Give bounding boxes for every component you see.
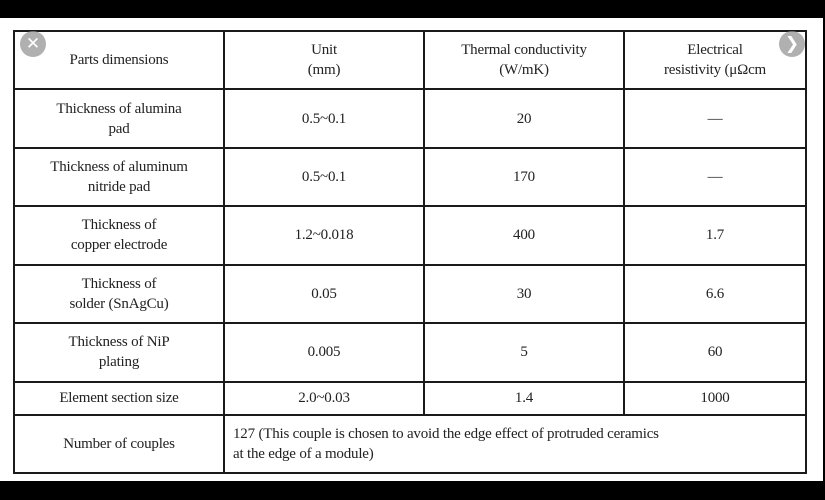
table-row-couples: Number of couples 127 (This couple is ch… xyxy=(13,413,807,475)
close-icon: ✕ xyxy=(25,34,41,54)
parameters-table: Parts dimensions Unit (mm) Thermal conduc… xyxy=(13,29,807,475)
unit-cell: 0.5~0.1 xyxy=(223,88,425,149)
conductivity-cell: 20 xyxy=(423,88,625,149)
chevron-right-icon: ❯ xyxy=(784,34,800,54)
resistivity-cell: — xyxy=(623,88,807,149)
unit-cell: 0.05 xyxy=(223,263,425,325)
unit-cell: 2.0~0.03 xyxy=(223,380,425,416)
row-label: Thickness of NiP plating xyxy=(13,322,225,383)
resistivity-cell: 6.6 xyxy=(623,263,807,325)
conductivity-cell: 30 xyxy=(423,263,625,325)
row-label: Thickness of alumina pad xyxy=(13,88,225,149)
row-label: Number of couples xyxy=(13,413,225,475)
resistivity-cell: 1000 xyxy=(623,380,807,416)
couples-note: 127 (This couple is chosen to avoid the … xyxy=(223,413,807,475)
row-label: Thickness of aluminum nitride pad xyxy=(13,146,225,208)
unit-cell: 0.5~0.1 xyxy=(223,146,425,208)
conductivity-cell: 400 xyxy=(423,205,625,266)
resistivity-cell: 60 xyxy=(623,322,807,383)
unit-cell: 0.005 xyxy=(223,322,425,383)
header-row: Parts dimensions Unit (mm) Thermal conduc… xyxy=(13,29,807,91)
resistivity-cell: — xyxy=(623,146,807,208)
next-button[interactable]: ❯ xyxy=(779,31,805,57)
header-electrical-resistivity: Electrical resistivity (μΩcm xyxy=(623,29,807,91)
header-label: Unit (mm) xyxy=(307,42,341,79)
table-row: Thickness of alumina pad 0.5~0.1 20 — xyxy=(13,88,807,149)
header-unit: Unit (mm) xyxy=(223,29,425,91)
unit-cell: 1.2~0.018 xyxy=(223,205,425,266)
table-row: Element section size 2.0~0.03 1.4 1000 xyxy=(13,380,807,416)
header-label: Electrical resistivity (μΩcm xyxy=(663,42,767,79)
table-row: Thickness of aluminum nitride pad 0.5~0.1… xyxy=(13,146,807,208)
image-sheet: Parts dimensions Unit (mm) Thermal conduc… xyxy=(0,18,823,481)
close-button[interactable]: ✕ xyxy=(20,31,46,57)
row-label: Element section size xyxy=(13,380,225,416)
header-label: Thermal conductivity (W/mK) xyxy=(461,42,587,79)
row-label: Thickness of copper electrode xyxy=(13,205,225,266)
table-row: Thickness of copper electrode 1.2~0.018 4… xyxy=(13,205,807,266)
table-row: Thickness of NiP plating 0.005 5 60 xyxy=(13,322,807,383)
header-parts-dimensions: Parts dimensions xyxy=(13,29,225,91)
table-row: Thickness of solder (SnAgCu) 0.05 30 6.6 xyxy=(13,263,807,325)
header-thermal-conductivity: Thermal conductivity (W/mK) xyxy=(423,29,625,91)
conductivity-cell: 1.4 xyxy=(423,380,625,416)
conductivity-cell: 170 xyxy=(423,146,625,208)
resistivity-cell: 1.7 xyxy=(623,205,807,266)
row-label: Thickness of solder (SnAgCu) xyxy=(13,263,225,325)
conductivity-cell: 5 xyxy=(423,322,625,383)
header-label: Parts dimensions xyxy=(69,52,169,69)
